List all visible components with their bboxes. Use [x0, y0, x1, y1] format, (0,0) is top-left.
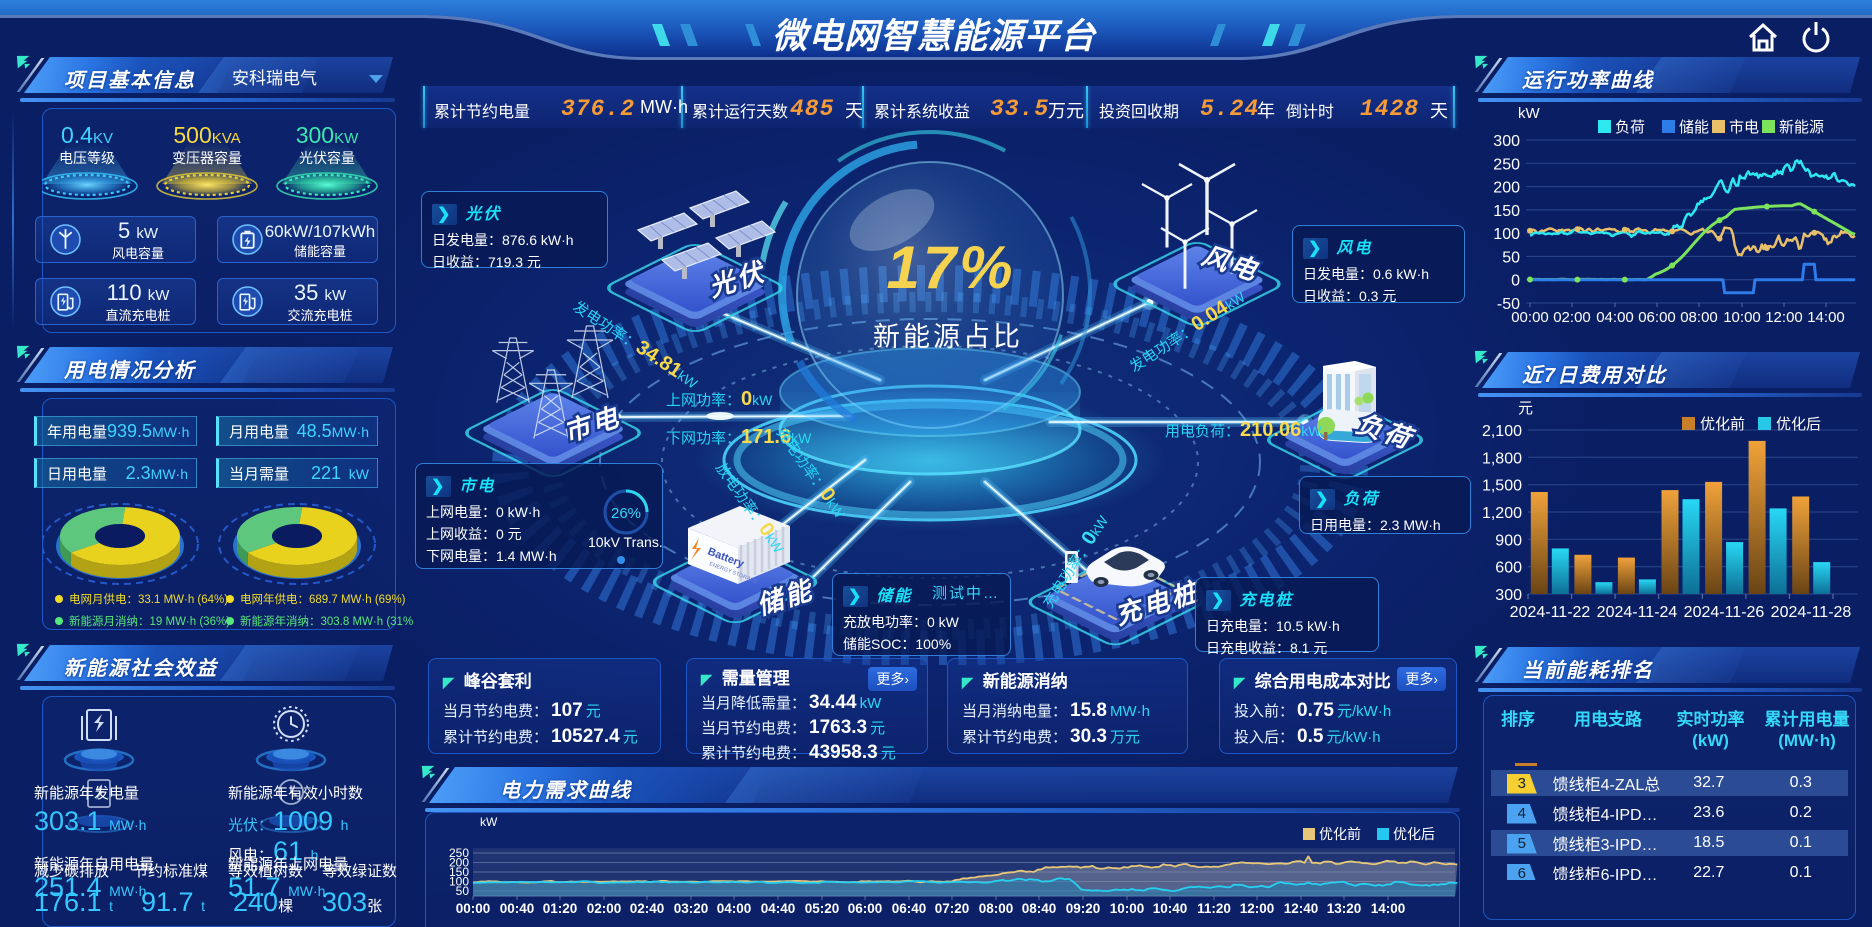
- svg-text:优化前: 优化前: [1700, 416, 1745, 433]
- svg-text:250: 250: [449, 846, 469, 860]
- svg-text:04:00: 04:00: [717, 901, 752, 916]
- svg-text:2024-11-24: 2024-11-24: [1597, 604, 1678, 621]
- svg-text:26%: 26%: [611, 505, 641, 522]
- svg-text:00:40: 00:40: [500, 901, 535, 916]
- svg-text:150: 150: [449, 865, 469, 879]
- svg-text:1,800: 1,800: [1482, 450, 1522, 467]
- svg-text:01:20: 01:20: [543, 901, 578, 916]
- svg-text:2,100: 2,100: [1482, 423, 1522, 440]
- svg-text:10:00: 10:00: [1723, 309, 1761, 326]
- svg-text:1,500: 1,500: [1482, 478, 1522, 495]
- svg-text:100: 100: [1493, 226, 1520, 243]
- svg-text:05:20: 05:20: [805, 901, 840, 916]
- svg-text:150: 150: [1493, 203, 1520, 220]
- svg-text:kW: kW: [480, 815, 498, 829]
- svg-text:优化后: 优化后: [1776, 416, 1821, 433]
- svg-text:600: 600: [1495, 560, 1522, 577]
- svg-text:2024-11-28: 2024-11-28: [1771, 604, 1852, 621]
- svg-text:2024-11-22: 2024-11-22: [1510, 604, 1591, 621]
- svg-text:04:00: 04:00: [1596, 309, 1634, 326]
- svg-text:14:00: 14:00: [1371, 901, 1406, 916]
- svg-text:11:20: 11:20: [1197, 901, 1231, 916]
- svg-text:900: 900: [1495, 532, 1522, 549]
- svg-text:12:00: 12:00: [1240, 901, 1275, 916]
- svg-text:12:40: 12:40: [1284, 901, 1319, 916]
- svg-text:12:00: 12:00: [1765, 309, 1803, 326]
- svg-text:04:40: 04:40: [761, 901, 796, 916]
- svg-text:元: 元: [1518, 400, 1533, 417]
- svg-text:新能源占比: 新能源占比: [873, 322, 1023, 352]
- svg-text:100: 100: [449, 875, 469, 889]
- svg-text:200: 200: [1493, 180, 1520, 197]
- svg-text:08:00: 08:00: [979, 901, 1014, 916]
- svg-text:06:00: 06:00: [848, 901, 883, 916]
- svg-text:200: 200: [449, 856, 469, 870]
- svg-text:02:00: 02:00: [1553, 309, 1591, 326]
- svg-text:新能源: 新能源: [1779, 119, 1824, 136]
- svg-text:00:00: 00:00: [1511, 309, 1549, 326]
- svg-text:00:00: 00:00: [456, 901, 491, 916]
- svg-text:06:00: 06:00: [1638, 309, 1676, 326]
- svg-text:250: 250: [1493, 156, 1520, 173]
- svg-text:50: 50: [1502, 249, 1520, 266]
- svg-text:13:20: 13:20: [1327, 901, 1362, 916]
- svg-text:08:00: 08:00: [1680, 309, 1718, 326]
- svg-text:17%: 17%: [886, 234, 1015, 301]
- svg-text:50: 50: [456, 884, 470, 898]
- svg-text:优化后: 优化后: [1393, 826, 1435, 842]
- svg-text:07:20: 07:20: [935, 901, 970, 916]
- svg-text:kW: kW: [1518, 105, 1541, 122]
- svg-text:市电: 市电: [1729, 119, 1759, 136]
- svg-text:300: 300: [1495, 587, 1522, 604]
- svg-text:储能: 储能: [1679, 119, 1709, 136]
- svg-text:08:40: 08:40: [1022, 901, 1057, 916]
- svg-text:-50: -50: [1497, 296, 1520, 313]
- svg-text:2024-11-26: 2024-11-26: [1684, 604, 1765, 621]
- svg-text:0: 0: [1511, 273, 1520, 290]
- svg-text:03:20: 03:20: [674, 901, 709, 916]
- svg-text:06:40: 06:40: [892, 901, 927, 916]
- svg-text:1,200: 1,200: [1482, 505, 1522, 522]
- svg-text:优化前: 优化前: [1319, 826, 1361, 842]
- svg-text:10:00: 10:00: [1110, 901, 1145, 916]
- svg-text:300: 300: [1493, 133, 1520, 150]
- svg-text:09:20: 09:20: [1066, 901, 1101, 916]
- svg-text:02:00: 02:00: [587, 901, 622, 916]
- svg-text:02:40: 02:40: [630, 901, 665, 916]
- svg-text:微电网智慧能源平台: 微电网智慧能源平台: [772, 17, 1097, 56]
- svg-text:14:00: 14:00: [1807, 309, 1845, 326]
- svg-text:10:40: 10:40: [1153, 901, 1188, 916]
- svg-text:负荷: 负荷: [1615, 119, 1645, 136]
